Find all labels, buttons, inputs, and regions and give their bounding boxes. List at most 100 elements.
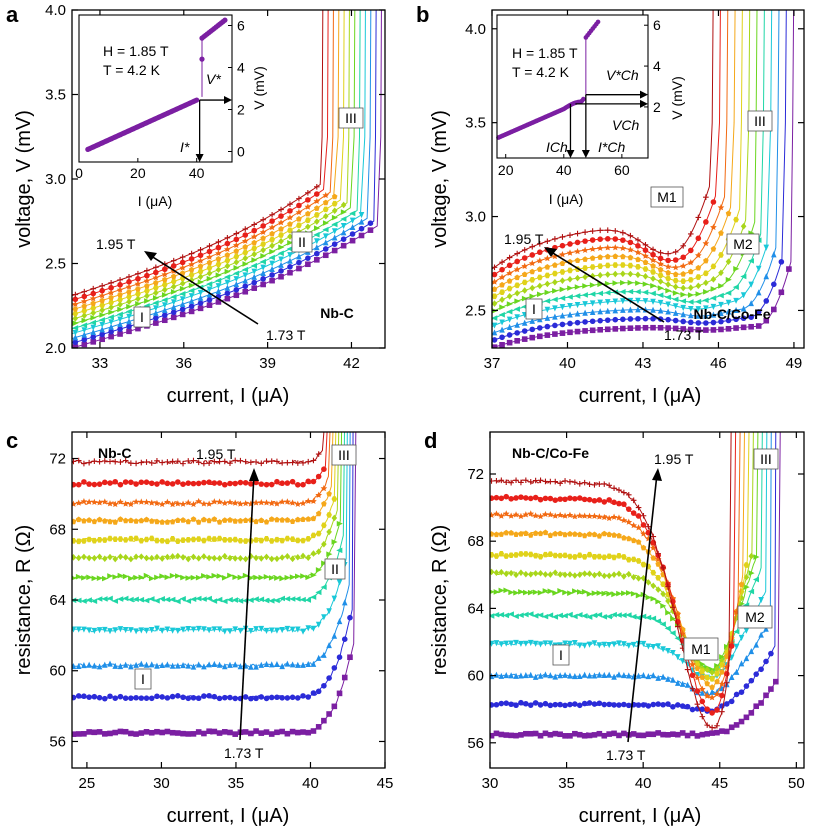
- panel-b-point-8: [612, 262, 619, 268]
- panel-a-point-11: [90, 290, 97, 297]
- panel-b-point-8: [657, 272, 664, 279]
- panel-b-point-5: [740, 273, 747, 280]
- panel-a-point-2: [242, 283, 249, 290]
- panel-c-point-5: [336, 547, 343, 554]
- panel-b-xtick-label: 49: [786, 355, 803, 372]
- panel-c-point-8: [279, 537, 285, 544]
- panel-a-point-8: [331, 200, 338, 207]
- panel-a-point-7: [144, 292, 150, 300]
- panel-b-point-9: [529, 268, 536, 275]
- panel-a-point-12: [269, 211, 275, 218]
- panel-b-point-3: [665, 308, 671, 315]
- panel-d-point-11: [591, 497, 598, 504]
- panel-c-point-12: [258, 460, 265, 467]
- panel-c-point-10: [179, 500, 187, 507]
- panel-a-point-12: [233, 230, 240, 237]
- panel-d-point-11: [518, 494, 524, 500]
- panel-a-xtick-label: 42: [343, 355, 360, 372]
- panel-c-point-7: [72, 553, 77, 561]
- panel-c-point-1: [305, 729, 312, 736]
- panel-a-point-8: [197, 268, 204, 275]
- panel-c-point-7: [101, 555, 108, 563]
- panel-b-point-11: [514, 258, 520, 265]
- panel-d-point-1: [768, 686, 774, 692]
- panel-c-point-7: [122, 553, 129, 561]
- panel-d-point-3: [753, 641, 760, 648]
- panel-a-inset-marker-Istar: I*: [180, 139, 190, 155]
- panel-a-point-10: [116, 286, 124, 293]
- panel-b-point-1: [748, 323, 754, 330]
- panel-c-point-12: [253, 459, 259, 465]
- panel-c-point-12: [75, 457, 82, 464]
- panel-a-point-11: [278, 213, 284, 219]
- panel-c-point-5: [127, 596, 134, 603]
- panel-b-point-6: [635, 280, 642, 286]
- panel-c-point-11: [86, 481, 92, 487]
- panel-b-point-10: [679, 262, 687, 269]
- panel-b-point-11: [521, 255, 528, 261]
- panel-d-point-2: [498, 700, 505, 707]
- panel-d-point-11: [596, 497, 603, 503]
- panel-c-point-5: [278, 595, 285, 602]
- panel-a-point-3: [99, 326, 105, 333]
- panel-d-xtick-label: 40: [635, 775, 652, 792]
- panel-a-point-5: [152, 300, 159, 306]
- panel-c-point-1: [242, 729, 249, 735]
- panel-d-point-5: [571, 613, 578, 620]
- panel-b-point-1: [589, 327, 596, 334]
- panel-a-point-4: [349, 217, 356, 224]
- panel-a-point-9: [305, 210, 311, 217]
- panel-b-point-3: [620, 306, 626, 313]
- panel-c-point-1: [195, 729, 202, 735]
- panel-b-point-1: [627, 325, 634, 332]
- panel-d-point-4: [596, 642, 603, 649]
- panel-d-point-1: [503, 732, 510, 738]
- panel-b-point-3: [582, 309, 588, 316]
- panel-d-point-3: [640, 672, 647, 679]
- panel-c-point-11: [289, 478, 296, 485]
- panel-c-point-12: [159, 459, 165, 466]
- panel-a-inset-curve: [85, 17, 228, 152]
- panel-c-point-11: [258, 481, 265, 487]
- panel-a-point-6: [206, 275, 213, 282]
- panel-d-point-3: [572, 672, 578, 680]
- panel-c-point-6: [86, 574, 93, 581]
- panel-c-point-2: [242, 694, 249, 700]
- panel-b-point-1: [650, 324, 656, 331]
- panel-b-point-7: [687, 284, 694, 291]
- panel-d-point-2: [490, 702, 495, 708]
- panel-c-point-4: [112, 627, 119, 634]
- panel-b-point-12: [665, 250, 671, 257]
- panel-d-point-9: [635, 539, 642, 545]
- panel-d-point-7: [621, 573, 627, 580]
- panel-a-point-8: [188, 272, 195, 278]
- panel-b-point-9: [710, 246, 717, 252]
- panel-a-point-3: [260, 269, 266, 276]
- panel-b-point-3: [506, 323, 513, 331]
- panel-b-field-arrow-head: [544, 247, 557, 257]
- panel-d-point-10: [532, 512, 539, 519]
- panel-b-point-10: [506, 269, 513, 276]
- panel-b-point-7: [635, 271, 641, 279]
- panel-c-point-1: [169, 729, 176, 736]
- panel-c-point-1: [227, 729, 233, 736]
- panel-d-point-3: [498, 672, 505, 679]
- panel-b-point-11: [672, 257, 679, 263]
- panel-d-series-5: [490, 432, 763, 674]
- panel-a-point-1: [215, 299, 222, 305]
- panel-c-point-6: [295, 573, 302, 580]
- panel-a-point-6: [242, 261, 249, 267]
- panel-d-point-8: [743, 562, 750, 568]
- panel-c-point-12: [81, 460, 87, 467]
- panel-a-point-4: [233, 276, 240, 283]
- panel-d-point-4: [518, 640, 524, 647]
- panel-d-point-12: [660, 565, 666, 571]
- panel-b-inset-ich-arrowhead: [566, 150, 575, 158]
- panel-d-point-7: [596, 570, 603, 578]
- panel-d-point-8: [508, 552, 514, 559]
- panel-b-point-3: [748, 300, 754, 307]
- panel-b-point-1: [582, 328, 588, 334]
- panel-d-point-7: [660, 590, 666, 598]
- panel-c-point-10: [252, 499, 260, 506]
- panel-c-point-10: [195, 497, 202, 505]
